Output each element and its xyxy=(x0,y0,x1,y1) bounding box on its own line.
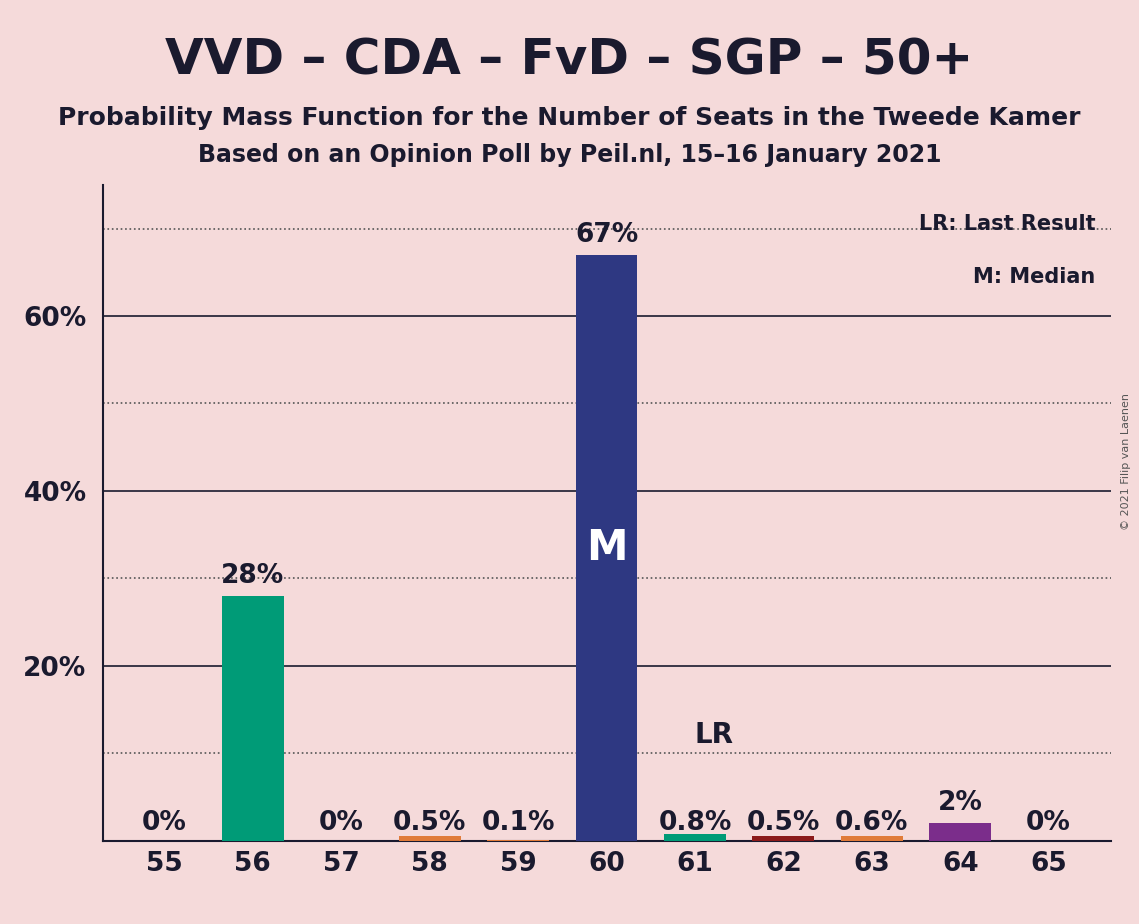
Text: 28%: 28% xyxy=(221,563,285,589)
Bar xyxy=(841,835,903,841)
Bar xyxy=(753,836,814,841)
Text: Based on an Opinion Poll by Peil.nl, 15–16 January 2021: Based on an Opinion Poll by Peil.nl, 15–… xyxy=(198,143,941,167)
Text: 0.8%: 0.8% xyxy=(658,810,731,836)
Text: 0.5%: 0.5% xyxy=(393,810,466,836)
Text: 67%: 67% xyxy=(575,222,638,248)
Text: LR: LR xyxy=(695,721,734,749)
Text: M: Median: M: Median xyxy=(973,267,1096,286)
Bar xyxy=(399,836,460,841)
Bar xyxy=(929,823,991,841)
Text: 0%: 0% xyxy=(1026,810,1071,836)
Text: 0.6%: 0.6% xyxy=(835,810,909,836)
Text: M: M xyxy=(585,527,628,569)
Text: 0%: 0% xyxy=(319,810,363,836)
Text: LR: Last Result: LR: Last Result xyxy=(919,214,1096,235)
Bar xyxy=(222,596,284,841)
Text: © 2021 Filip van Laenen: © 2021 Filip van Laenen xyxy=(1121,394,1131,530)
Text: 0%: 0% xyxy=(142,810,187,836)
Text: 0.5%: 0.5% xyxy=(747,810,820,836)
Text: Probability Mass Function for the Number of Seats in the Tweede Kamer: Probability Mass Function for the Number… xyxy=(58,106,1081,130)
Bar xyxy=(664,833,726,841)
Text: 0.1%: 0.1% xyxy=(482,810,555,836)
Bar xyxy=(575,255,638,841)
Text: 2%: 2% xyxy=(937,790,983,816)
Text: VVD – CDA – FvD – SGP – 50+: VVD – CDA – FvD – SGP – 50+ xyxy=(165,37,974,85)
